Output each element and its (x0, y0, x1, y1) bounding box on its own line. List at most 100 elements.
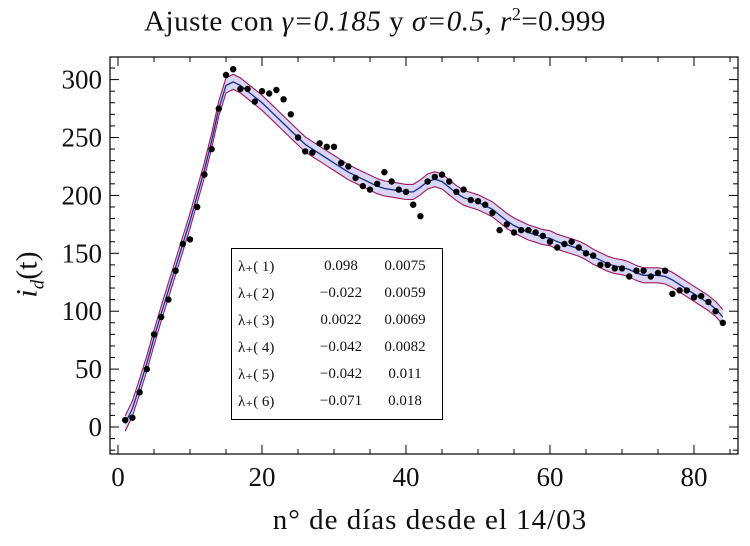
title-gamma: γ=0.185 (281, 5, 382, 38)
parameter-error: 0.018 (388, 393, 422, 409)
x-tick-label: 40 (393, 462, 420, 492)
parameter-name: λ₊( 5) (238, 367, 275, 383)
parameter-value: 0.0022 (320, 312, 362, 328)
data-point (338, 159, 345, 167)
data-point (662, 267, 669, 274)
data-point (618, 265, 626, 272)
data-point (719, 319, 726, 326)
data-point (266, 90, 273, 97)
data-point (143, 365, 150, 373)
data-point (352, 174, 359, 182)
data-point (388, 178, 395, 185)
parameter-name: λ₊( 2) (238, 286, 275, 302)
parameter-value: −0.042 (319, 366, 363, 382)
data-point (215, 105, 222, 112)
parameter-value: −0.071 (319, 393, 363, 409)
x-tick-label: 20 (249, 462, 276, 492)
data-point (417, 213, 424, 220)
data-point (474, 198, 482, 205)
data-point (273, 86, 280, 94)
data-point (201, 171, 208, 178)
y-axis-label: id(t) (10, 251, 49, 298)
data-point (654, 269, 662, 277)
data-point (669, 290, 676, 297)
data-point (381, 169, 388, 176)
parameter-value: −0.042 (319, 339, 363, 355)
parameter-table-body: λ₊( 1) 0.098 0.0075 λ₊( 2) −0.022 0.0059 λ₊( 3… (238, 253, 436, 415)
title-mid: y (381, 5, 412, 38)
data-point (683, 287, 690, 294)
data-point (489, 209, 496, 216)
axis-ticks: 0 20 40 60 80 0 50 100 150 200 250 300 (62, 57, 738, 492)
data-point (230, 66, 237, 73)
data-point (518, 226, 525, 234)
parameter-row: λ₊( 5) −0.042 0.011 (238, 361, 436, 388)
data-point (575, 244, 582, 251)
parameter-row: λ₊( 1) 0.098 0.0075 (238, 253, 436, 280)
parameter-row: λ₊( 6) −0.071 0.018 (238, 388, 436, 415)
data-point (626, 273, 633, 280)
data-point (676, 287, 683, 294)
data-point (647, 273, 654, 280)
data-point (330, 143, 338, 150)
data-point (158, 313, 165, 321)
data-point (122, 416, 129, 424)
data-point (244, 85, 251, 93)
data-point (136, 389, 143, 396)
band-lower-edge (124, 88, 724, 432)
data-point (698, 292, 705, 300)
y-tick-label: 0 (89, 412, 103, 442)
data-point (453, 188, 460, 196)
parameter-error: 0.0059 (384, 285, 426, 301)
data-point (482, 201, 489, 208)
parameter-value: −0.022 (319, 285, 363, 301)
data-point (366, 186, 374, 193)
parameter-name: λ₊( 3) (238, 313, 275, 329)
x-axis-label: n° de días desde el 14/03 (272, 504, 588, 536)
data-point (561, 240, 568, 248)
y-tick-label: 150 (62, 238, 103, 268)
data-point (539, 232, 546, 240)
data-point (705, 298, 712, 306)
data-point (424, 178, 431, 185)
data-point (554, 244, 561, 251)
data-point (374, 180, 381, 187)
band-upper-edge (124, 73, 724, 417)
data-point (510, 229, 518, 236)
data-point (395, 186, 402, 193)
data-point (410, 201, 417, 208)
data-point (345, 163, 352, 170)
data-point (633, 267, 640, 274)
y-tick-label: 200 (62, 180, 103, 210)
title-sigma: σ=0.5, (411, 5, 501, 38)
data-point (294, 134, 302, 141)
data-point (302, 148, 309, 155)
parameter-row: λ₊( 2) −0.022 0.0059 (238, 280, 436, 307)
data-point (604, 261, 611, 269)
data-point (568, 238, 575, 245)
data-point (597, 261, 604, 269)
data-point (323, 143, 330, 150)
title-r2-exponent: 2 (511, 4, 522, 24)
plot-frame (109, 56, 739, 455)
parameter-row: λ₊( 4) −0.042 0.0082 (238, 334, 436, 361)
parameter-name: λ₊( 6) (238, 394, 275, 410)
data-point (150, 331, 158, 338)
data-point (467, 196, 474, 204)
parameter-table: λ₊( 1) 0.098 0.0075 λ₊( 2) −0.022 0.0059 λ₊( 3… (231, 248, 443, 420)
data-point (194, 203, 201, 211)
title-prefix: Ajuste con (144, 5, 282, 38)
parameter-error: 0.0082 (384, 339, 426, 355)
data-point (431, 173, 438, 181)
parameter-name: λ₊( 4) (238, 340, 275, 356)
x-tick-label: 60 (537, 462, 564, 492)
data-point (712, 308, 719, 315)
y-tick-label: 300 (62, 65, 103, 95)
data-point (316, 140, 323, 147)
data-point (287, 111, 294, 118)
x-tick-label: 0 (111, 462, 125, 492)
title-r2-value: =0.999 (521, 5, 606, 38)
data-point (208, 145, 215, 153)
data-point (129, 414, 136, 421)
